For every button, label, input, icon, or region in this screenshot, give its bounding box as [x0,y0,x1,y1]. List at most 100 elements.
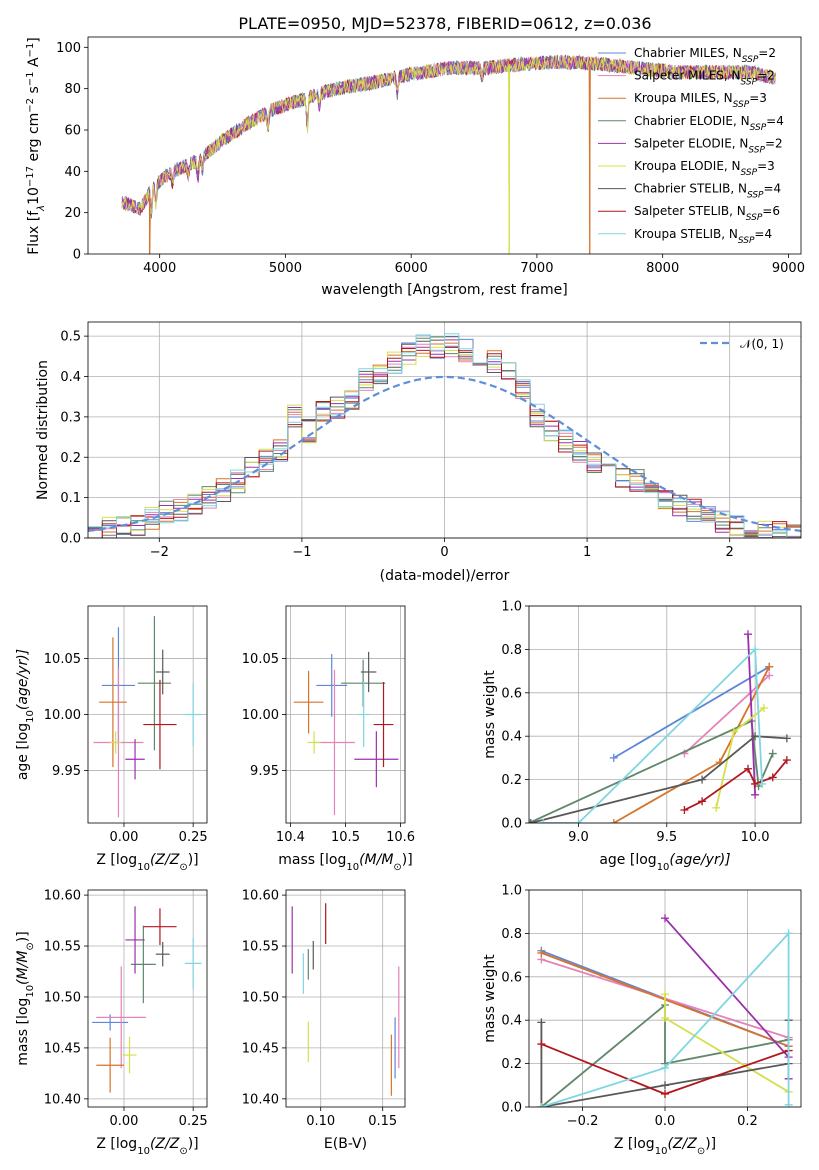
legend-sub: SSP [741,78,758,88]
weight_vs_age-panel: 9.0 9.5 10.0 0.0 0.2 0.4 0.6 0.8 1.0 age [log10(a… [482,600,802,873]
weight_vs_Z-series-8 [541,931,790,1107]
age_vs_Z-xtick-label: 0.00 [110,830,139,845]
spectrum-ylabel-part: erg cm [26,113,42,166]
weight_vs_age-frame [528,605,802,824]
legend-normal-label: 𝒩(0, 1) [740,337,784,351]
spectrum-ylabel-part: −2 [25,98,36,113]
legend-entry-6: Chabrier STELIB, NSSP=4 [634,182,781,201]
spectrum-frame [87,36,802,255]
weight_vs_Z-ytick-label: 0.6 [501,970,522,985]
mass_vs_ebv-panel: 0.10 0.15 10.40 10.45 10.50 10.55 10.60 E(B-V) [242,889,406,1152]
age_vs_mass-plot-area [293,651,399,816]
mass_vs_ebv-ytick-label: 10.55 [242,940,279,955]
weight_vs_age-plot-area [529,630,791,823]
legend-sub: SSP [748,145,765,155]
age_vs_mass-xlabel-part: (M/M [359,852,393,868]
legend-sub: SSP [733,100,750,110]
age_vs_mass-ytick-label: 9.95 [250,764,279,779]
weight_vs_Z-xtick-label: 0.0 [655,1114,676,1129]
mass_vs_Z-xlabel-part: (Z/Z [150,1136,180,1152]
age_vs_mass-xlabel-part: mass [log [278,852,346,868]
age_vs_mass-ytick-label: 10.05 [242,652,279,667]
weight_vs_age-series-1 [683,674,770,755]
residual_hist-xtick-label: −1 [292,545,311,560]
figure-title: PLATE=0950, MJD=52378, FIBERID=0612, z=0… [238,14,651,33]
weight_vs_Z-marker [661,914,669,923]
legend-count: =2 [757,69,775,83]
mass_vs_ebv-xtick-label: 0.10 [306,1114,335,1129]
weight_vs_age-xtick-label: 9.5 [656,830,677,845]
age_vs_mass-panel: 10.4 10.5 10.6 9.95 10.00 10.05 mass [log10(M/… [242,605,415,873]
legend-entry-2: Kroupa MILES, NSSP=3 [634,91,767,110]
weight_vs_age-xtick-label: 9.0 [568,830,589,845]
legend-sub: SSP [750,123,767,133]
mass_vs_Z-ylabel: mass [log10(M/M⊙)] [15,931,36,1065]
age_vs_Z-frame [87,605,208,824]
mass_vs_Z-ylabel-part: mass [log [15,998,31,1066]
weight_vs_Z-marker [661,990,669,999]
weight_vs_Z-xtick-label: −0.2 [567,1114,599,1129]
residual_hist-plot-area [88,333,801,538]
weight_vs_Z-panel: −0.2 0.0 0.2 0.0 0.2 0.4 0.6 0.8 1.0 Z [log10(Z/Z… [482,884,802,1157]
weight_vs_Z-xlabel-part: Z [log [614,1136,655,1152]
weight_vs_age-series-6 [530,735,787,823]
residual_hist-ytick-label: 0.1 [60,491,81,506]
weight_vs_Z-marker [661,1089,669,1098]
normal-reference-curve [88,375,801,532]
spectrum-xtick-label: 4000 [143,261,176,276]
weight_vs_Z-ytick-label: 0.0 [501,1101,522,1116]
weight_vs_age-marker [744,764,753,773]
spectrum-xtick-label: 5000 [269,261,302,276]
weight_vs_age-series-8 [543,647,763,823]
mass_vs_ebv-xlabel: E(B-V) [324,1136,367,1152]
weight_vs_age-marker [539,819,548,823]
spectrum-ylabel-part: −1 [25,43,36,58]
spectrum-ylabel-part: A [26,57,42,71]
spectrum-ylabel: Flux [fλ10−17 erg cm−2 s−1 A−1] [25,37,47,255]
weight_vs_age-marker [609,819,618,823]
age_vs_Z-xlabel-part: (Z/Z [150,852,180,868]
spectrum-plot-area [121,54,776,254]
legend-sub: SSP [746,213,763,223]
residual_hist-xtick-label: 2 [726,545,734,560]
legend-entry-7: Salpeter STELIB, NSSP=6 [634,204,780,223]
spectrum-ylabel-part: −1 [25,71,36,86]
weight_vs_age-marker [712,803,721,812]
age_vs_Z-xlabel: Z [log10(Z/Z⊙)] [96,852,198,873]
age_vs_Z-xtick-label: 0.25 [179,830,208,845]
spectrum-xtick-label: 9000 [772,261,805,276]
weight_vs_Z-xlabel: Z [log10(Z/Z⊙)] [614,1136,716,1157]
mass_vs_ebv-ytick-label: 10.40 [242,1092,279,1107]
weight_vs_Z-marker [661,1063,669,1072]
spectrum-ytick-label: 60 [64,124,81,139]
residual_hist-ytick-label: 0.4 [60,370,81,385]
age_vs_mass-xtick-label: 10.6 [386,830,415,845]
weight_vs_age-marker [574,819,583,823]
weight_vs_age-ylabel: mass weight [482,670,498,759]
legend-entry-8: Kroupa STELIB, NSSP=4 [634,227,772,246]
spectrum-ytick-label: 100 [56,41,81,56]
legend-sub: SSP [747,191,764,201]
weight_vs_Z-ytick-label: 0.4 [501,1014,522,1029]
weight_vs_age-ytick-label: 0.0 [501,817,522,832]
weight_vs_age-marker [698,797,707,806]
age_vs_Z-ylabel-part: (age/yr)] [15,649,31,710]
age_vs_Z-ylabel: age [log10(age/yr)] [15,649,36,780]
spectrum-ylabel-part: λ [36,205,47,212]
mass_vs_Z-ylabel-part: 10 [25,985,36,998]
residual_hist-ytick-label: 0.0 [60,532,81,547]
legend-label: Kroupa MILES, N [634,91,733,105]
weight_vs_age-series-7 [684,759,788,811]
mass_vs_Z-ylabel-part: (M/M [15,951,31,985]
weight_vs_Z-series-3 [540,1003,789,1107]
weight_vs_Z-ylabel: mass weight [482,954,498,1043]
spectrum-ylabel-part: Flux [f [26,210,42,255]
histogram-step-7 [88,346,801,538]
weight_vs_age-xlabel-part: (age/yr)] [669,852,730,868]
residual_hist-frame [87,321,802,539]
weight_vs_age-series-3 [529,719,774,823]
weight_vs_Z-frame [528,889,802,1108]
